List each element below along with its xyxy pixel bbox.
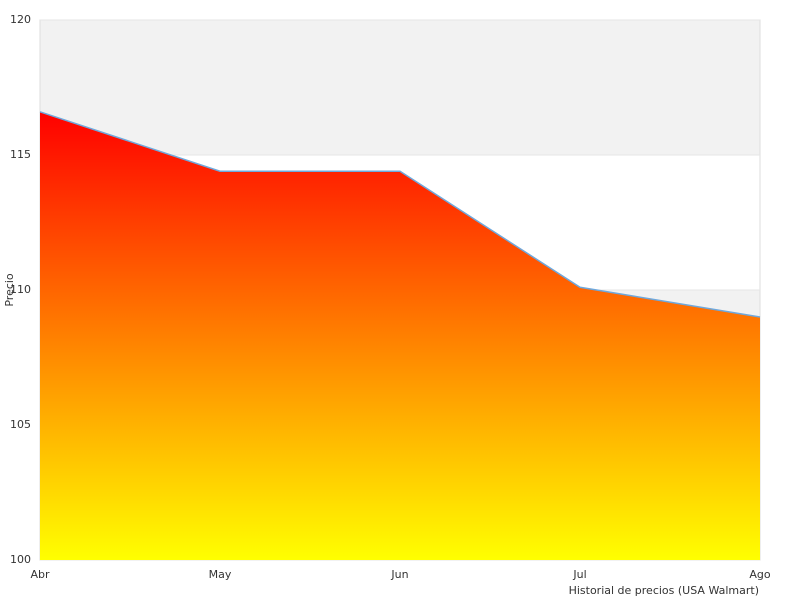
y-axis-label: Precio [3, 273, 16, 307]
y-tick-label: 120 [10, 13, 31, 26]
y-tick-label: 100 [10, 553, 31, 566]
y-tick-label: 105 [10, 418, 31, 431]
area [40, 111, 760, 561]
y-tick-label: 110 [10, 283, 31, 296]
x-axis-label: Historial de precios (USA Walmart) [569, 584, 759, 597]
y-tick-label: 115 [10, 148, 31, 161]
x-tick-label: Jul [572, 568, 586, 581]
x-tick-label: Ago [749, 568, 771, 581]
x-tick-label: Jun [390, 568, 408, 581]
line [39, 111, 761, 318]
x-tick-label: May [209, 568, 232, 581]
x-tick-label: Abr [30, 568, 50, 581]
plot-band [40, 20, 760, 155]
